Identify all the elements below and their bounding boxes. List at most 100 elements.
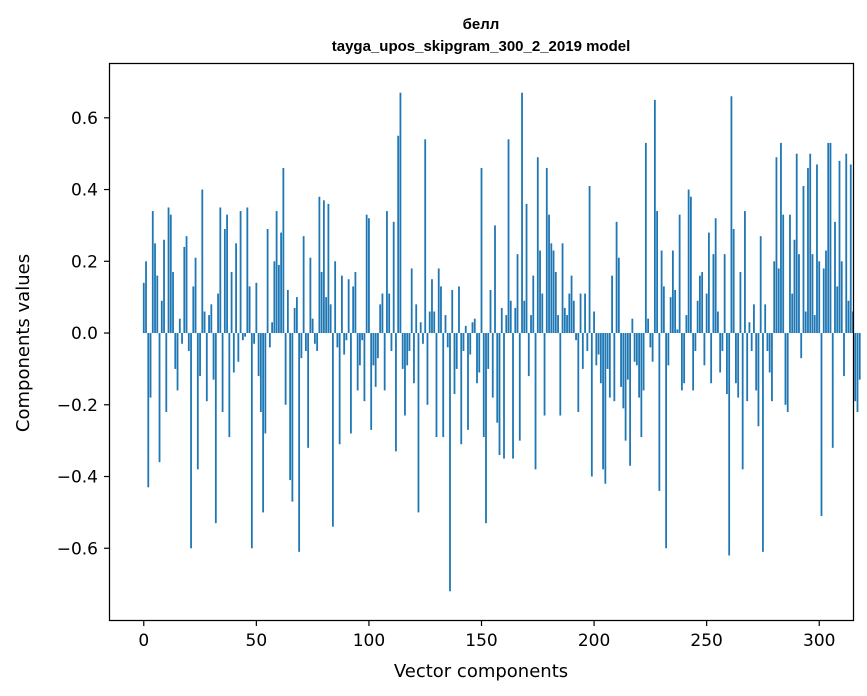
bar — [183, 246, 186, 334]
bar — [719, 333, 722, 373]
bar — [381, 293, 384, 334]
bar — [424, 139, 427, 334]
bar — [491, 333, 494, 398]
bar — [476, 333, 478, 384]
bar — [557, 315, 559, 334]
bar — [230, 272, 233, 334]
bar — [390, 333, 393, 351]
bar — [559, 333, 562, 416]
bar — [786, 333, 789, 412]
bar — [595, 333, 598, 366]
bar — [451, 289, 454, 334]
bar — [849, 164, 852, 334]
bar — [356, 333, 359, 391]
bar — [543, 333, 546, 416]
bar — [764, 304, 767, 334]
bar — [498, 333, 501, 455]
bar — [383, 333, 386, 391]
bar — [566, 315, 568, 334]
bar — [336, 333, 339, 348]
bar — [532, 275, 535, 334]
bar — [322, 200, 325, 334]
bar — [755, 333, 758, 391]
bar — [581, 333, 584, 369]
bar — [350, 333, 352, 434]
bar — [525, 203, 528, 334]
bar — [791, 293, 794, 334]
bar — [176, 333, 179, 391]
bar — [268, 333, 271, 348]
bar — [503, 333, 505, 459]
bar — [291, 333, 294, 502]
bar — [169, 214, 172, 334]
bar — [257, 333, 260, 377]
bar — [597, 333, 600, 355]
bar — [820, 333, 823, 516]
bar — [845, 153, 848, 334]
bar — [478, 333, 481, 373]
bar — [404, 333, 406, 416]
bar — [856, 333, 859, 412]
bar — [271, 322, 274, 334]
bar — [282, 168, 285, 334]
bar — [386, 211, 388, 334]
bar — [262, 333, 264, 513]
bar — [327, 203, 330, 334]
bar — [617, 257, 620, 334]
bar — [255, 282, 258, 334]
bar — [613, 333, 616, 402]
bar — [203, 311, 206, 334]
bar — [665, 333, 668, 549]
bar — [458, 286, 460, 334]
bar — [804, 311, 807, 334]
bar — [347, 279, 350, 334]
bar — [223, 229, 226, 334]
bar — [721, 333, 724, 351]
bar — [599, 333, 602, 384]
bar — [248, 286, 251, 334]
bar — [644, 142, 647, 334]
bar — [341, 275, 343, 334]
bar — [735, 333, 737, 384]
bar — [527, 333, 530, 377]
bar — [536, 157, 539, 334]
y-tick-label: 0.0 — [71, 324, 98, 344]
bar — [771, 333, 773, 402]
bar — [313, 333, 316, 344]
bar — [181, 333, 183, 344]
x-tick-label: 300 — [803, 631, 835, 651]
y-axis-label: Components values — [13, 254, 34, 432]
bar — [147, 333, 150, 488]
bar — [241, 333, 244, 341]
bar — [818, 261, 821, 334]
bar — [626, 333, 629, 380]
bar — [798, 254, 800, 334]
bar — [435, 333, 438, 438]
x-tick-label: 150 — [465, 631, 497, 651]
bar — [687, 189, 690, 334]
bar — [316, 333, 319, 351]
bar — [712, 254, 715, 334]
bar — [737, 333, 740, 398]
bar — [802, 185, 805, 334]
bar — [660, 250, 663, 334]
bar — [831, 333, 834, 448]
bar — [235, 243, 237, 334]
bar — [692, 333, 695, 391]
bar — [548, 214, 550, 334]
bar — [834, 221, 836, 334]
bar — [469, 333, 472, 355]
bar — [545, 168, 548, 334]
bar — [142, 282, 145, 334]
bar — [838, 160, 841, 334]
bar — [473, 318, 476, 334]
bar — [467, 333, 469, 430]
bar — [226, 214, 228, 334]
x-axis-ticks: 0 50 100 150 200 250 300 — [138, 620, 835, 651]
bar — [669, 297, 672, 334]
bar — [768, 333, 771, 373]
bar — [750, 333, 753, 351]
bar — [352, 286, 355, 334]
bar — [516, 254, 519, 334]
bar — [178, 318, 181, 334]
